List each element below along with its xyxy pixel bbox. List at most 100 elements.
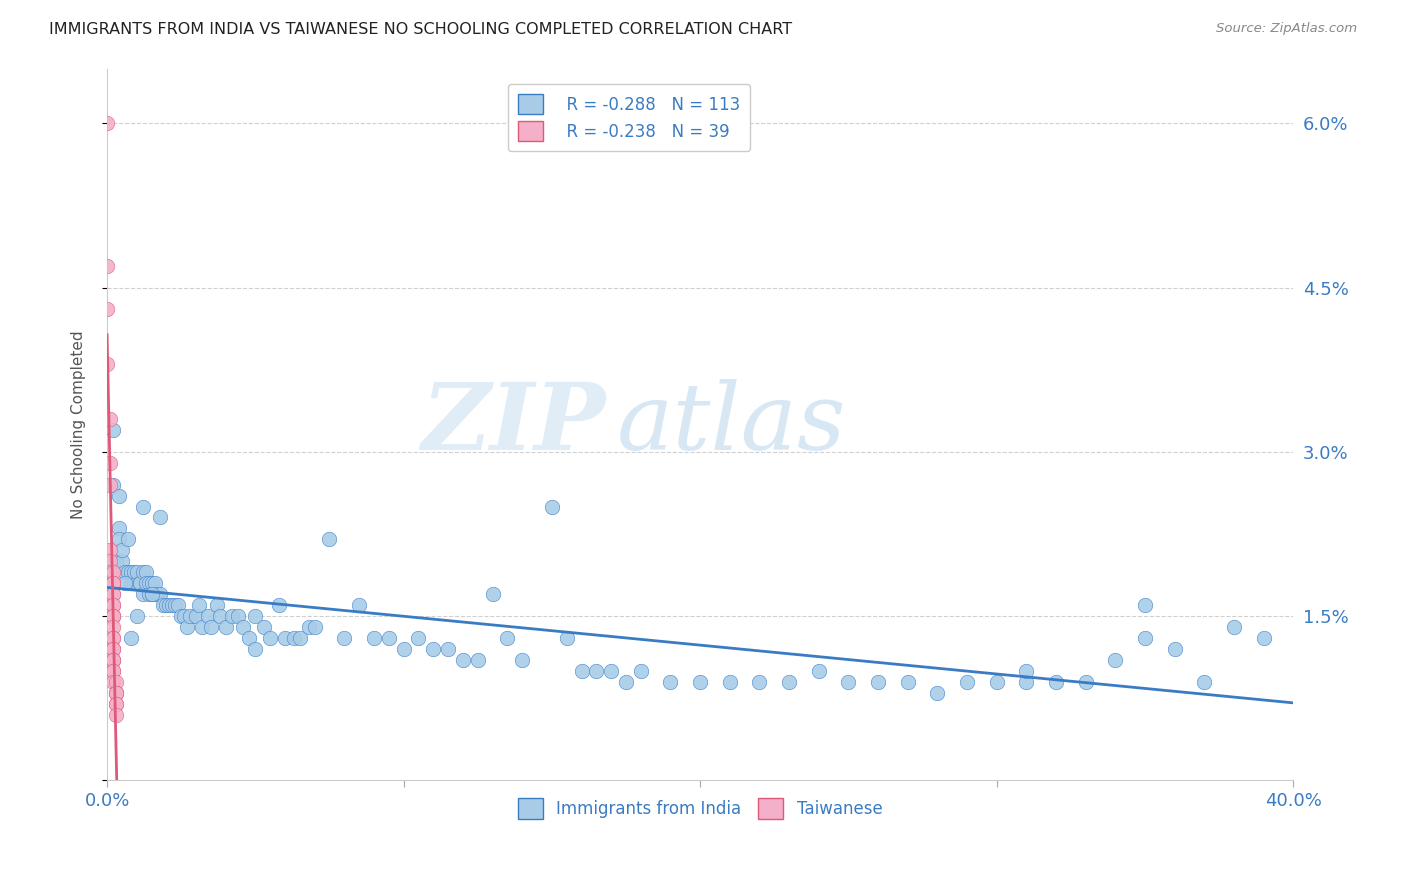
- Point: [101, 598, 124, 612]
- Point: [114, 566, 136, 580]
- Point: [1015, 664, 1038, 678]
- Point: [128, 576, 150, 591]
- Point: [288, 631, 311, 645]
- Point: [208, 609, 231, 624]
- Point: [259, 631, 281, 645]
- Point: [135, 566, 157, 580]
- Point: [807, 664, 830, 678]
- Point: [555, 631, 578, 645]
- Point: [138, 587, 160, 601]
- Point: [104, 686, 127, 700]
- Point: [1074, 674, 1097, 689]
- Point: [157, 598, 180, 612]
- Point: [585, 664, 607, 678]
- Point: [131, 500, 153, 514]
- Point: [510, 653, 533, 667]
- Point: [408, 631, 430, 645]
- Point: [267, 598, 290, 612]
- Point: [125, 576, 148, 591]
- Point: [1223, 620, 1246, 634]
- Point: [125, 609, 148, 624]
- Point: [143, 576, 166, 591]
- Point: [496, 631, 519, 645]
- Point: [179, 609, 201, 624]
- Point: [541, 500, 564, 514]
- Point: [630, 664, 652, 678]
- Point: [778, 674, 800, 689]
- Point: [600, 664, 623, 678]
- Point: [152, 598, 174, 612]
- Point: [101, 674, 124, 689]
- Point: [131, 566, 153, 580]
- Point: [117, 533, 139, 547]
- Point: [897, 674, 920, 689]
- Point: [101, 566, 124, 580]
- Point: [122, 566, 145, 580]
- Point: [1045, 674, 1067, 689]
- Point: [101, 576, 124, 591]
- Point: [188, 598, 211, 612]
- Y-axis label: No Schooling Completed: No Schooling Completed: [72, 330, 86, 519]
- Point: [1133, 598, 1156, 612]
- Point: [135, 576, 157, 591]
- Point: [117, 566, 139, 580]
- Point: [1163, 641, 1185, 656]
- Point: [101, 653, 124, 667]
- Point: [122, 576, 145, 591]
- Point: [114, 576, 136, 591]
- Point: [101, 576, 124, 591]
- Point: [245, 609, 267, 624]
- Point: [571, 664, 593, 678]
- Point: [101, 653, 124, 667]
- Point: [98, 412, 121, 426]
- Point: [347, 598, 370, 612]
- Point: [104, 697, 127, 711]
- Point: [837, 674, 859, 689]
- Point: [718, 674, 741, 689]
- Point: [437, 641, 460, 656]
- Point: [120, 631, 142, 645]
- Point: [96, 259, 118, 273]
- Point: [101, 631, 124, 645]
- Point: [146, 587, 169, 601]
- Point: [101, 609, 124, 624]
- Point: [104, 686, 127, 700]
- Point: [245, 641, 267, 656]
- Point: [191, 620, 214, 634]
- Point: [96, 302, 118, 317]
- Point: [141, 587, 163, 601]
- Point: [226, 609, 249, 624]
- Point: [149, 587, 172, 601]
- Point: [96, 116, 118, 130]
- Point: [111, 543, 134, 558]
- Legend: Immigrants from India, Taiwanese: Immigrants from India, Taiwanese: [512, 792, 889, 825]
- Point: [392, 641, 415, 656]
- Point: [120, 566, 142, 580]
- Point: [197, 609, 219, 624]
- Point: [108, 533, 131, 547]
- Point: [1253, 631, 1275, 645]
- Point: [173, 609, 195, 624]
- Point: [253, 620, 276, 634]
- Point: [120, 576, 142, 591]
- Point: [1015, 674, 1038, 689]
- Point: [298, 620, 321, 634]
- Point: [1104, 653, 1126, 667]
- Point: [101, 598, 124, 612]
- Point: [167, 598, 190, 612]
- Point: [868, 674, 890, 689]
- Point: [143, 587, 166, 601]
- Point: [111, 554, 134, 568]
- Point: [149, 510, 172, 524]
- Point: [104, 686, 127, 700]
- Point: [101, 641, 124, 656]
- Point: [108, 521, 131, 535]
- Point: [481, 587, 503, 601]
- Point: [956, 674, 979, 689]
- Point: [98, 456, 121, 470]
- Point: [1194, 674, 1216, 689]
- Point: [238, 631, 260, 645]
- Point: [101, 609, 124, 624]
- Point: [232, 620, 254, 634]
- Point: [101, 423, 124, 437]
